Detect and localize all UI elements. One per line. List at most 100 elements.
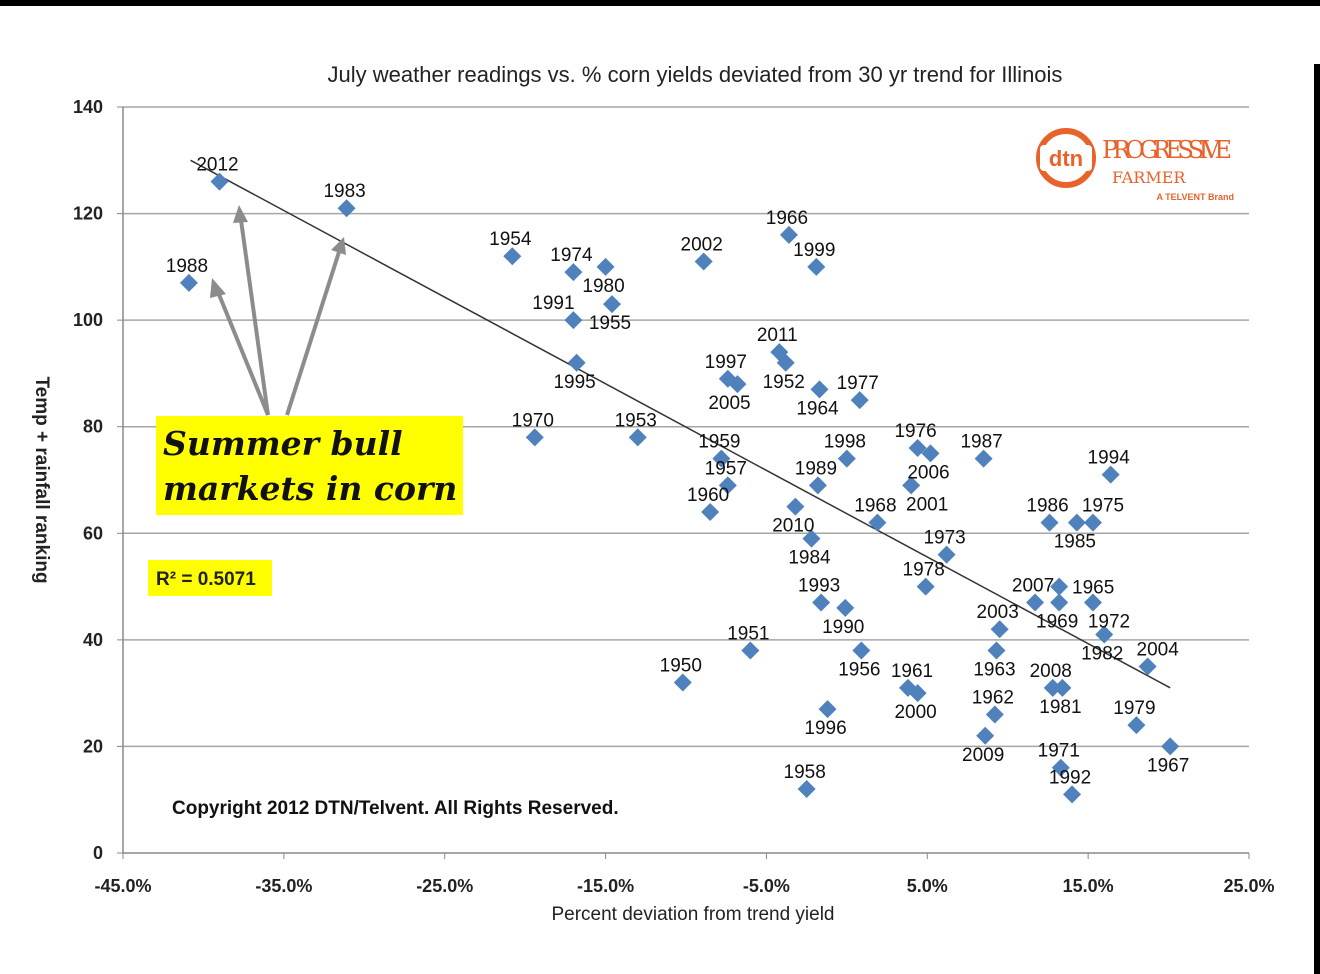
data-label-1969: 1969: [1036, 612, 1078, 633]
data-label-1960: 1960: [687, 485, 729, 506]
data-points: [179, 172, 1180, 804]
x-tick-label: 25.0%: [1223, 876, 1274, 896]
data-label-1992: 1992: [1049, 767, 1091, 788]
data-point-1951: [741, 641, 760, 660]
data-point-1966: [779, 225, 798, 244]
data-label-1956: 1956: [838, 660, 880, 681]
chart-title: July weather readings vs. % corn yields …: [328, 62, 1063, 87]
data-point-1985: [1067, 513, 1086, 532]
data-point-2012: [210, 172, 229, 191]
data-label-1985: 1985: [1054, 532, 1096, 553]
callout-text-line1: Summer bull: [163, 424, 403, 463]
data-point-1954: [503, 247, 522, 266]
dtn-progressive-farmer-logo: dtn PROGRESSIVE FARMER A TELVENT Brand: [1036, 128, 1234, 202]
data-label-1967: 1967: [1147, 755, 1189, 776]
data-point-1970: [525, 428, 544, 447]
data-point-2007: [1026, 593, 1045, 612]
data-label-2000: 2000: [894, 702, 936, 723]
data-point-1968: [868, 513, 887, 532]
data-label-1972: 1972: [1088, 612, 1130, 633]
data-point-1998: [837, 449, 856, 468]
data-point-1980: [596, 257, 615, 276]
top-border: [0, 0, 1320, 6]
right-border: [1314, 64, 1320, 974]
data-point-1989: [808, 476, 827, 495]
data-point-1991: [564, 311, 583, 330]
data-label-1986: 1986: [1026, 496, 1068, 517]
data-point-1976: [908, 439, 927, 458]
callout-arrows: [210, 205, 346, 416]
data-point-2009: [976, 726, 995, 745]
data-point-1990: [836, 598, 855, 617]
x-tick-label: -25.0%: [416, 876, 473, 896]
data-label-1990: 1990: [822, 617, 864, 638]
trendline-segment: [190, 159, 1171, 689]
data-point-2003: [990, 620, 1009, 639]
data-point-2001: [902, 476, 921, 495]
data-point-1952: [776, 353, 795, 372]
data-label-2009: 2009: [962, 745, 1004, 766]
data-label-1980: 1980: [582, 276, 624, 297]
x-tick-label: -5.0%: [743, 876, 790, 896]
data-point-1960: [701, 502, 720, 521]
data-label-1971: 1971: [1038, 741, 1080, 762]
data-label-2004: 2004: [1137, 640, 1180, 661]
data-label-1955: 1955: [589, 313, 631, 334]
data-point-1974: [564, 263, 583, 282]
data-label-1984: 1984: [788, 548, 831, 569]
data-point-1953: [628, 428, 647, 447]
data-point-1959: [712, 449, 731, 468]
r-squared-box: [148, 560, 272, 596]
data-label-1997: 1997: [705, 352, 747, 373]
data-point-1987: [974, 449, 993, 468]
logo-brand-line1: PROGRESSIVE: [1102, 136, 1232, 164]
data-point-1956: [852, 641, 871, 660]
y-tick-label: 140: [73, 97, 103, 117]
data-point-1981: [1053, 678, 1072, 697]
data-label-2003: 2003: [977, 602, 1019, 623]
data-label-1957: 1957: [705, 458, 747, 479]
data-point-1969: [1050, 593, 1069, 612]
data-point-1971: [1051, 758, 1070, 777]
data-point-1972: [1083, 593, 1102, 612]
data-label-1952: 1952: [763, 372, 805, 393]
data-point-2006: [921, 444, 940, 463]
data-label-2005: 2005: [708, 393, 750, 414]
data-label-1989: 1989: [795, 458, 837, 479]
data-point-1962: [985, 705, 1004, 724]
y-tick-label: 20: [83, 736, 103, 756]
data-label-1995: 1995: [553, 372, 595, 393]
data-label-1966: 1966: [766, 208, 808, 229]
data-label-1987: 1987: [960, 432, 1002, 453]
trendline: [190, 159, 1171, 689]
data-point-1986: [1040, 513, 1059, 532]
data-point-1955: [603, 295, 622, 314]
data-label-1975: 1975: [1082, 496, 1124, 517]
y-axis-label: Temp + rainfall ranking: [31, 376, 52, 583]
data-point-1995: [567, 353, 586, 372]
callout-text-line2: markets in corn: [163, 469, 457, 508]
data-label-1968: 1968: [854, 496, 896, 517]
logo-dtn-text: dtn: [1049, 146, 1083, 171]
data-label-2012: 2012: [196, 155, 238, 176]
data-label-1953: 1953: [615, 410, 657, 431]
data-point-1964: [810, 380, 829, 399]
data-label-1958: 1958: [784, 762, 826, 783]
data-point-1965: [1050, 577, 1069, 596]
data-label-1961: 1961: [891, 661, 933, 682]
data-point-2008: [1043, 678, 1062, 697]
data-point-2010: [786, 497, 805, 516]
data-point-1975: [1083, 513, 1102, 532]
x-tick-label: -45.0%: [94, 876, 151, 896]
data-label-1954: 1954: [489, 229, 532, 250]
x-tick-label: -15.0%: [577, 876, 634, 896]
data-point-1982: [1095, 625, 1114, 644]
y-tick-label: 120: [73, 204, 103, 224]
data-label-1976: 1976: [894, 421, 936, 442]
data-label-1999: 1999: [793, 240, 835, 261]
data-label-1973: 1973: [923, 528, 965, 549]
data-label-1964: 1964: [796, 398, 839, 419]
data-point-1967: [1161, 737, 1180, 756]
data-label-1998: 1998: [824, 432, 866, 453]
data-label-1994: 1994: [1088, 448, 1131, 469]
